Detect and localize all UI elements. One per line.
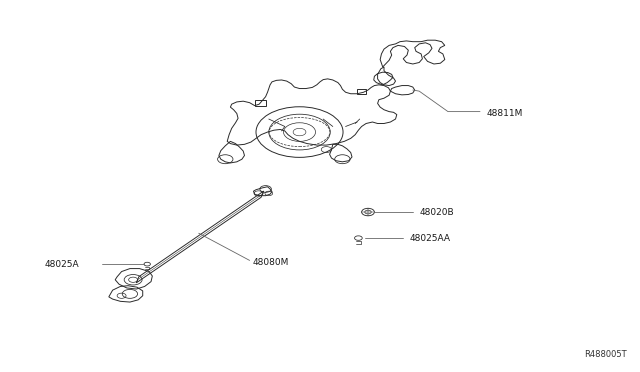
Text: 48025A: 48025A: [45, 260, 79, 269]
Text: R488005T: R488005T: [584, 350, 627, 359]
Text: 48020B: 48020B: [419, 208, 454, 217]
Text: 48811M: 48811M: [486, 109, 523, 118]
Text: 48080M: 48080M: [253, 258, 289, 267]
Text: 48025AA: 48025AA: [410, 234, 451, 243]
